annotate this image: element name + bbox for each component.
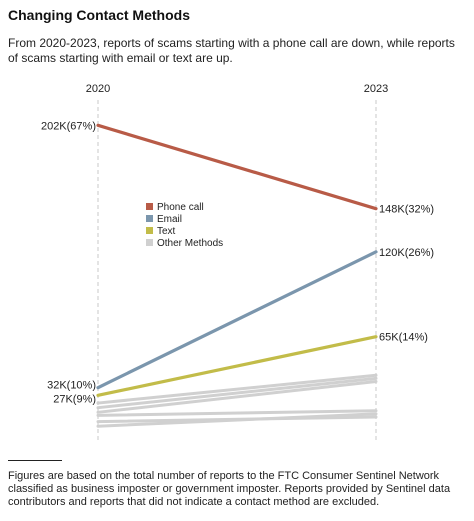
legend-label-phone-call: Phone call — [157, 202, 204, 213]
phone-call-line — [96, 123, 378, 211]
legend-label-other-methods: Other Methods — [157, 238, 223, 249]
phone-call-label-2020: 202K(67%) — [41, 120, 96, 132]
other-method-line-3 — [96, 379, 378, 414]
text-line — [96, 335, 378, 397]
other-method-line-6 — [96, 412, 378, 428]
footnote: Figures are based on the total number of… — [8, 470, 451, 508]
legend-label-text: Text — [157, 226, 176, 237]
email-label-2020: 32K(10%) — [47, 380, 96, 392]
year-label-2020: 2020 — [86, 83, 110, 95]
legend-swatch-other-methods — [146, 239, 153, 246]
text-label-2020: 27K(9%) — [53, 393, 96, 405]
legend-swatch-email — [146, 215, 153, 222]
legend-swatch-phone-call — [146, 203, 153, 210]
year-label-2023: 2023 — [364, 83, 388, 95]
other-method-line-4 — [96, 409, 378, 417]
legend-label-email: Email — [157, 214, 182, 225]
phone-call-label-2023: 148K(32%) — [379, 204, 434, 216]
other-method-line-1 — [96, 373, 378, 405]
email-label-2023: 120K(26%) — [379, 247, 434, 259]
other-method-line-2 — [96, 376, 378, 410]
text-label-2023: 65K(14%) — [379, 332, 428, 344]
chart-title: Changing Contact Methods — [8, 7, 190, 23]
email-line — [96, 250, 378, 390]
chart-subtitle: From 2020-2023, reports of scams startin… — [8, 36, 455, 65]
legend-swatch-text — [146, 227, 153, 234]
footnote-divider — [8, 460, 62, 461]
